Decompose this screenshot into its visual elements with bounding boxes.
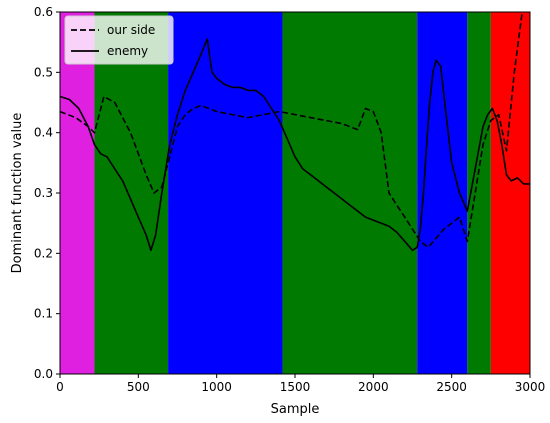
y-axis-ticks: 0.0 0.1 0.2 0.3 0.4 0.5 0.6 bbox=[34, 5, 60, 381]
x-tick-label: 2500 bbox=[436, 380, 467, 394]
x-tick-label: 3000 bbox=[515, 380, 546, 394]
y-tick-label: 0.6 bbox=[34, 5, 53, 19]
legend-label-our-side: our side bbox=[107, 23, 155, 37]
y-tick-label: 0.0 bbox=[34, 367, 53, 381]
y-tick-label: 0.3 bbox=[34, 186, 53, 200]
series-layer bbox=[59, 11, 530, 252]
x-axis-label: Sample bbox=[271, 402, 320, 417]
y-tick-label: 0.1 bbox=[34, 307, 53, 321]
x-tick-label: 2000 bbox=[358, 380, 389, 394]
x-axis-ticks: 0 500 1000 1500 2000 2500 3000 bbox=[56, 374, 545, 394]
region-6 bbox=[490, 12, 530, 374]
x-tick-label: 500 bbox=[127, 380, 150, 394]
series-enemy bbox=[59, 38, 530, 252]
y-tick-label: 0.2 bbox=[34, 246, 53, 260]
region-1 bbox=[94, 12, 169, 374]
x-tick-label: 1000 bbox=[201, 380, 232, 394]
x-tick-label: 0 bbox=[56, 380, 64, 394]
legend: our side enemy bbox=[64, 15, 174, 65]
legend-label-enemy: enemy bbox=[107, 44, 148, 58]
y-axis-label: Dominant function value bbox=[10, 113, 25, 274]
y-tick-label: 0.5 bbox=[34, 65, 53, 79]
legend-box bbox=[64, 15, 174, 65]
background-regions bbox=[60, 12, 530, 374]
y-tick-label: 0.4 bbox=[34, 126, 53, 140]
region-0 bbox=[60, 12, 95, 374]
region-2 bbox=[168, 12, 283, 374]
region-3 bbox=[282, 12, 418, 374]
region-5 bbox=[467, 12, 491, 374]
x-tick-label: 1500 bbox=[280, 380, 311, 394]
